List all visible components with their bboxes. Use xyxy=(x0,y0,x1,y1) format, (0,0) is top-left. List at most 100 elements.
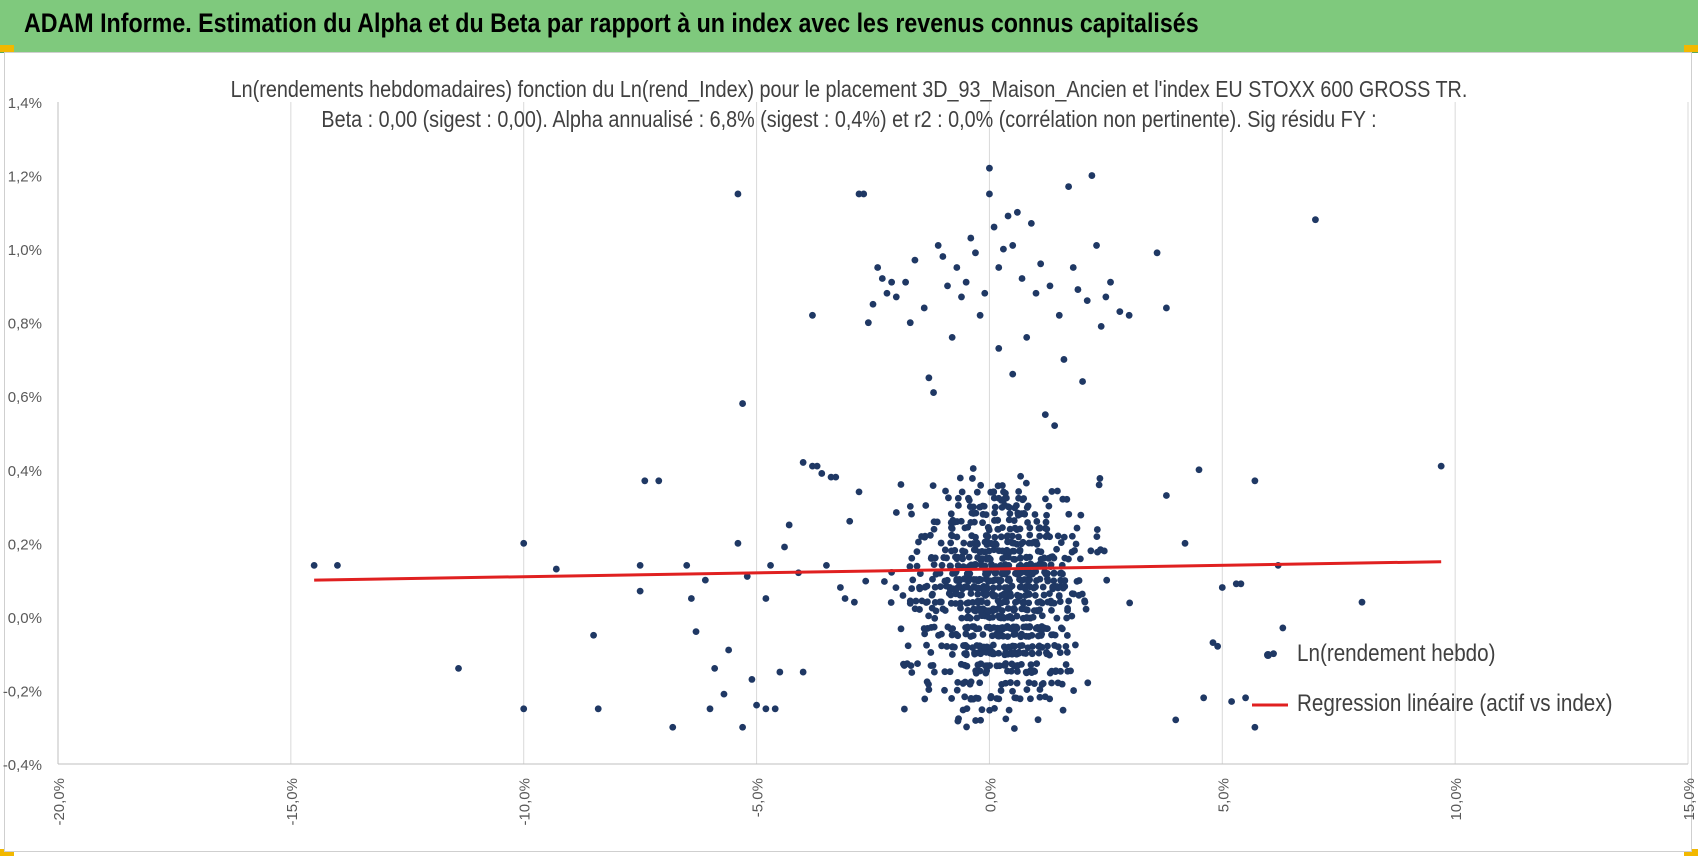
data-point xyxy=(963,723,970,731)
data-point xyxy=(1007,538,1015,546)
data-point xyxy=(739,400,746,407)
data-point xyxy=(1214,642,1222,650)
data-point xyxy=(832,473,840,481)
data-point xyxy=(892,293,900,301)
data-point xyxy=(995,345,1003,352)
data-point xyxy=(964,577,972,585)
data-point xyxy=(974,554,982,561)
data-point xyxy=(874,264,882,271)
data-point xyxy=(1050,577,1058,585)
data-point xyxy=(953,686,961,694)
data-point xyxy=(1011,649,1019,657)
data-point xyxy=(1020,599,1028,607)
data-point xyxy=(916,585,924,593)
data-point xyxy=(914,660,921,668)
data-point xyxy=(1036,532,1044,540)
data-point xyxy=(1076,555,1084,563)
data-point xyxy=(1058,625,1066,633)
data-point xyxy=(930,668,938,676)
data-point xyxy=(1037,548,1045,556)
data-point xyxy=(906,599,914,607)
data-point xyxy=(986,555,994,563)
data-point xyxy=(948,695,956,702)
data-point xyxy=(1022,650,1030,657)
data-point xyxy=(959,680,967,687)
data-point xyxy=(955,715,962,722)
data-point xyxy=(1037,260,1045,268)
data-point xyxy=(655,477,663,485)
data-point xyxy=(1003,584,1011,591)
data-point xyxy=(963,614,971,622)
data-point xyxy=(776,668,784,676)
data-point xyxy=(991,503,999,511)
data-point xyxy=(1036,524,1044,532)
data-point xyxy=(1002,660,1010,667)
data-point xyxy=(915,538,922,546)
data-point xyxy=(1358,598,1366,606)
data-point xyxy=(942,487,949,495)
data-point xyxy=(981,562,989,570)
data-point xyxy=(948,525,956,532)
data-point xyxy=(1053,614,1061,622)
data-point xyxy=(1009,370,1017,378)
data-point xyxy=(1312,216,1319,224)
data-point xyxy=(948,333,956,341)
data-point xyxy=(995,547,1003,555)
data-point xyxy=(860,190,868,198)
data-point xyxy=(1093,533,1101,541)
data-point xyxy=(906,319,914,327)
data-point xyxy=(641,477,649,485)
data-point xyxy=(985,623,993,631)
data-point xyxy=(706,705,714,713)
data-point xyxy=(908,510,915,518)
data-point xyxy=(1228,698,1235,705)
data-point xyxy=(1032,289,1040,297)
data-point xyxy=(1017,540,1025,548)
data-point xyxy=(931,583,939,591)
data-point xyxy=(920,304,928,312)
data-point xyxy=(1088,172,1096,179)
data-point xyxy=(862,577,870,585)
data-point xyxy=(1046,695,1054,703)
data-point xyxy=(1006,548,1014,556)
data-point xyxy=(1181,539,1189,547)
data-point xyxy=(1023,686,1031,694)
data-point xyxy=(1036,606,1044,614)
data-point xyxy=(937,539,945,547)
data-point xyxy=(954,678,962,686)
data-point xyxy=(960,539,968,547)
data-point xyxy=(1055,311,1063,319)
data-point xyxy=(1072,540,1080,548)
data-point xyxy=(976,679,984,687)
data-point xyxy=(1013,668,1021,675)
data-point xyxy=(906,563,914,570)
data-point xyxy=(989,641,997,649)
data-point xyxy=(941,546,949,554)
data-point xyxy=(959,555,966,563)
data-point xyxy=(930,518,938,526)
data-point xyxy=(841,595,849,602)
data-point xyxy=(692,628,700,635)
data-point xyxy=(995,612,1002,620)
data-point xyxy=(984,533,992,540)
data-point xyxy=(1000,245,1007,253)
data-point xyxy=(934,242,942,249)
data-point xyxy=(1050,554,1058,562)
data-point xyxy=(1017,472,1025,480)
data-point xyxy=(944,282,951,290)
data-point xyxy=(1023,591,1031,598)
data-point xyxy=(1047,597,1055,605)
data-point xyxy=(973,488,981,496)
data-point xyxy=(967,561,975,569)
data-point xyxy=(1006,577,1013,585)
data-point xyxy=(1093,242,1100,249)
y-tick-label: 1,4% xyxy=(8,95,42,112)
data-point xyxy=(1004,605,1012,612)
data-point xyxy=(1079,378,1086,385)
data-point xyxy=(992,569,1000,577)
data-point xyxy=(958,614,966,622)
data-point xyxy=(1053,545,1060,553)
data-point xyxy=(1017,633,1025,641)
data-point xyxy=(869,300,877,308)
data-point xyxy=(986,190,993,198)
